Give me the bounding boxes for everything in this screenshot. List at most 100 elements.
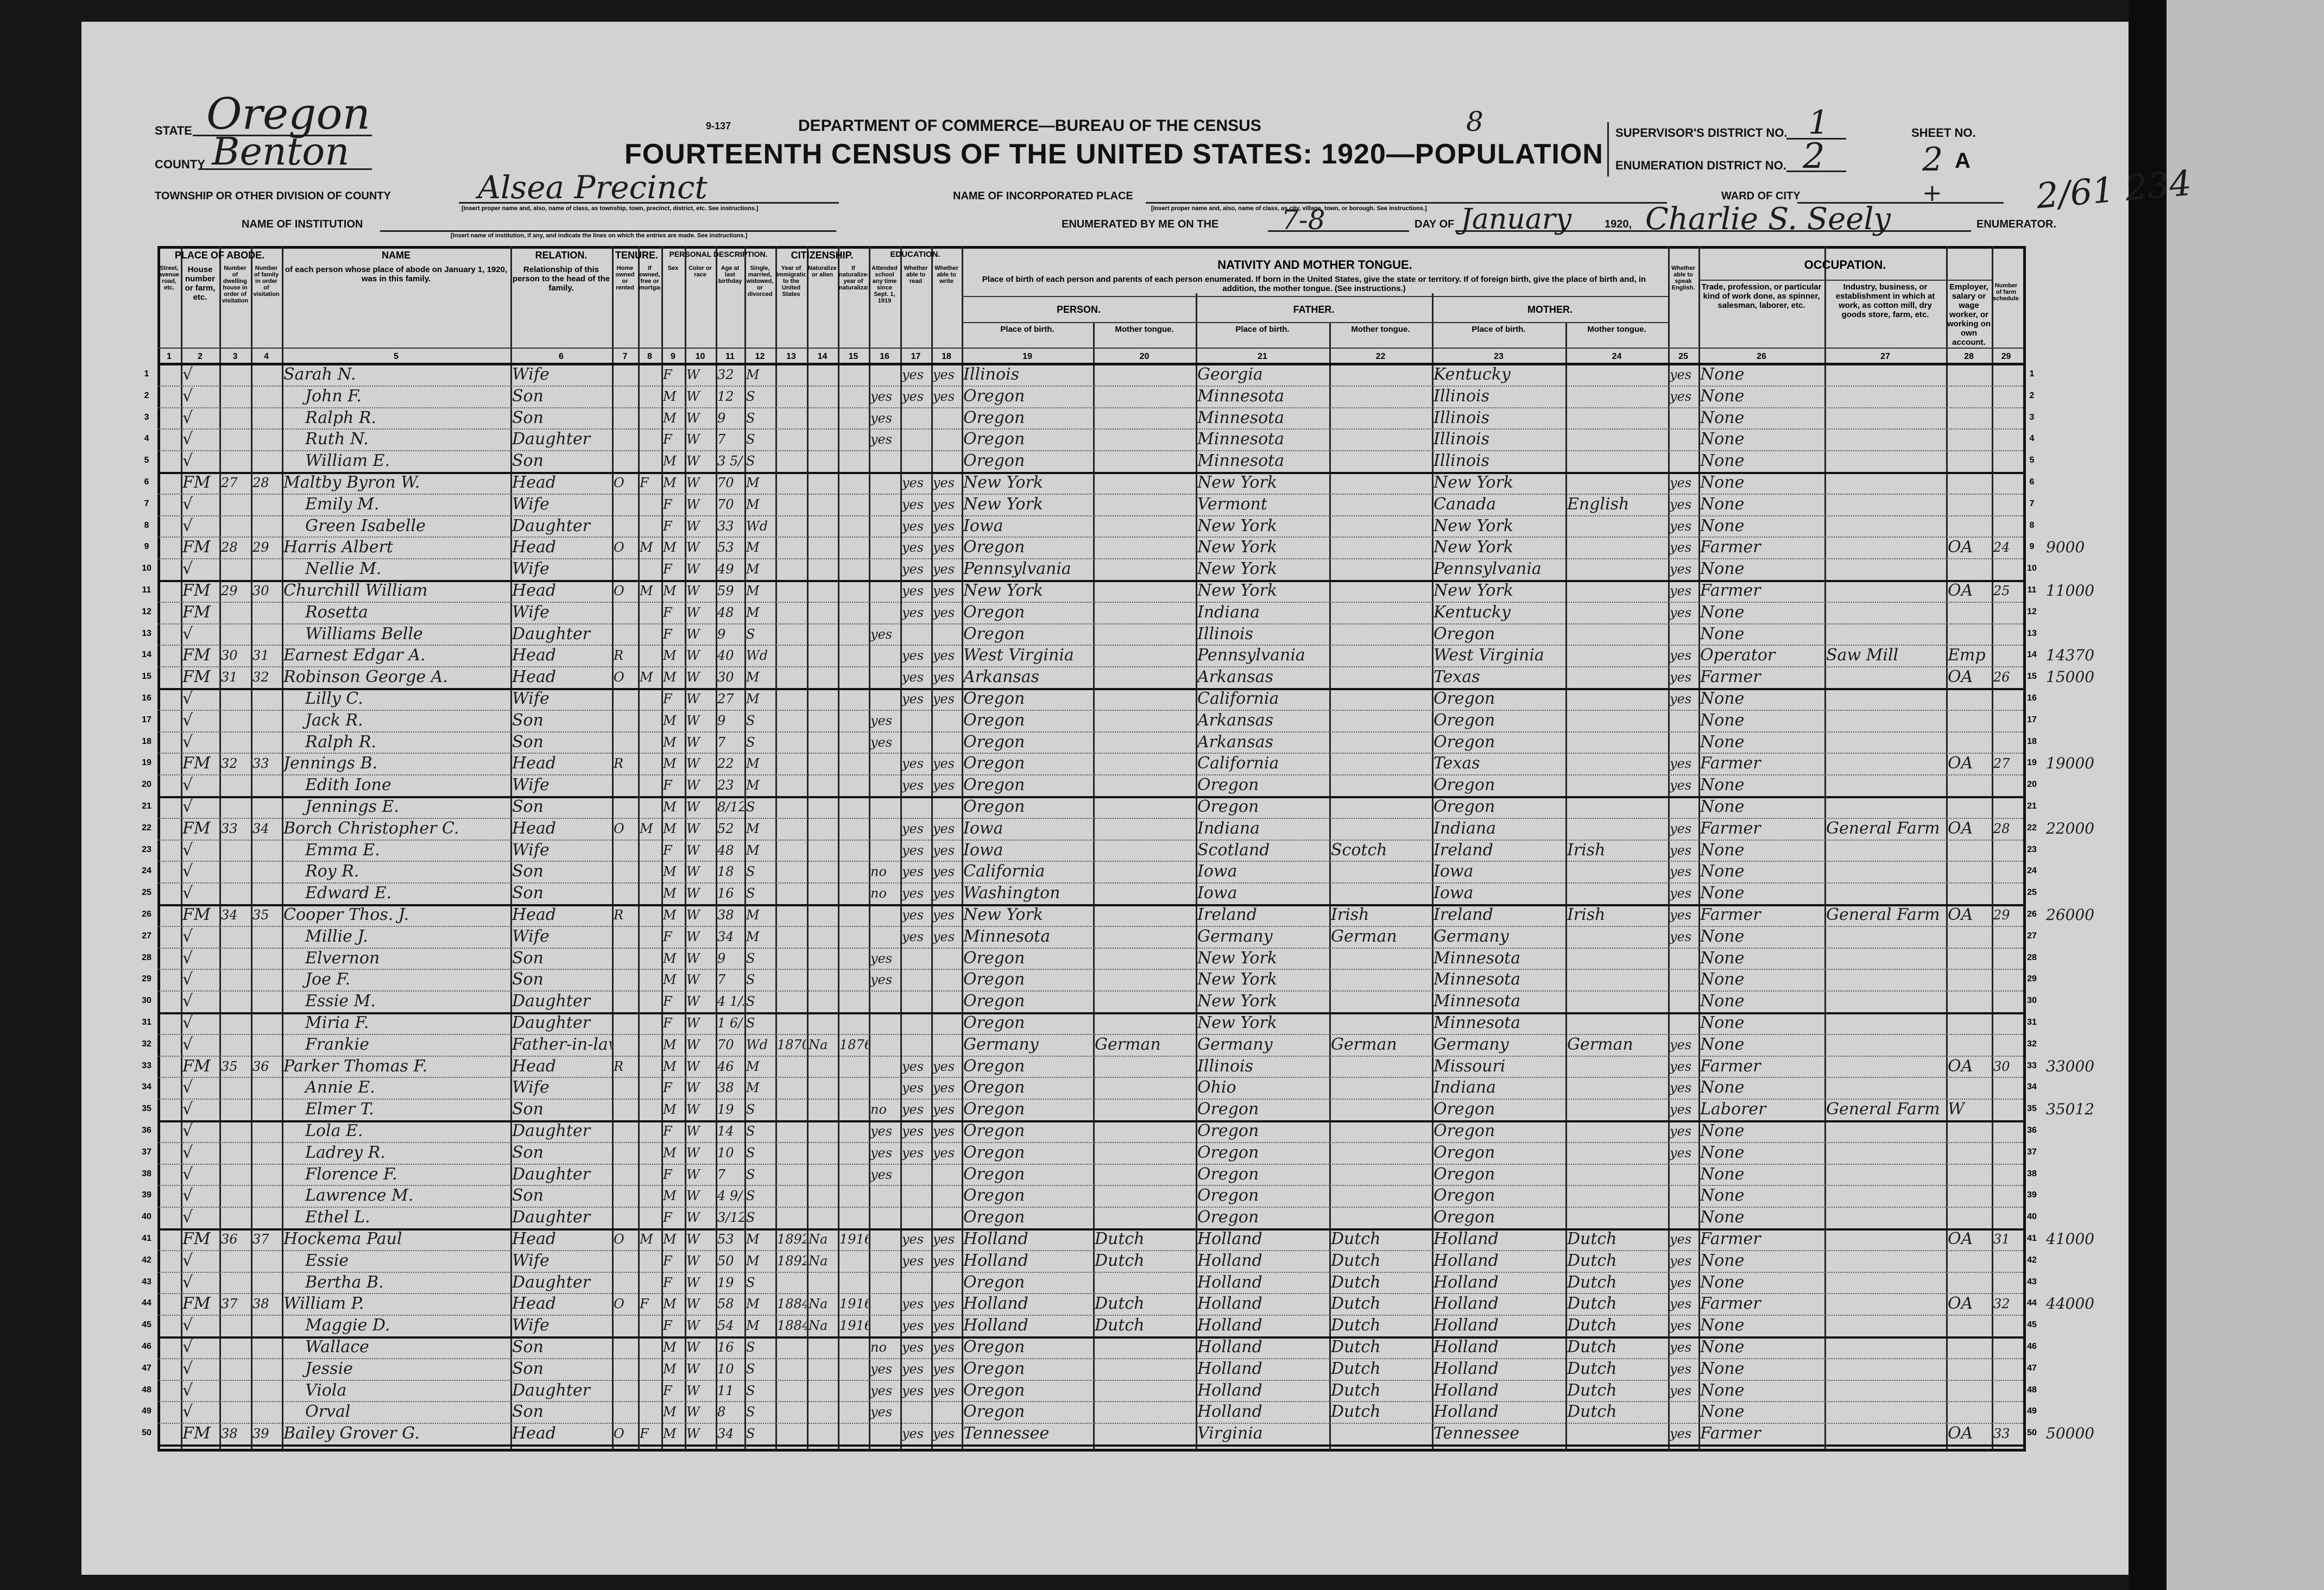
line-number-right: 48 [2027, 1385, 2037, 1395]
row-rule [157, 428, 2023, 430]
row-32-col-15: 1876 [839, 1037, 868, 1052]
row-7-col-10: W [686, 496, 700, 512]
row-36-col-17: yes [902, 1124, 924, 1139]
row-26-col-6: Head [512, 905, 557, 924]
row-40-col-2: √ [182, 1208, 193, 1227]
line-number-right: 28 [2027, 952, 2037, 962]
margin-code: 35012 [2046, 1100, 2095, 1119]
row-40-col-26: None [1700, 1208, 1745, 1227]
row-rule [157, 709, 2023, 711]
row-rule [157, 1315, 2023, 1316]
row-16-col-12: M [746, 691, 760, 706]
column-header: Home owned or rented [615, 265, 635, 291]
row-29-col-5: Joe F. [305, 970, 351, 989]
row-24-col-6: Son [512, 862, 544, 881]
row-44-col-8: F [640, 1296, 649, 1312]
line-number-right: 11 [2027, 585, 2037, 595]
row-50-col-12: S [746, 1426, 755, 1442]
row-48-col-11: 11 [717, 1383, 734, 1398]
row-47-col-2: √ [182, 1359, 193, 1378]
row-11-col-29: 25 [1993, 583, 2010, 598]
row-26-col-9: M [663, 907, 677, 923]
row-29-col-23: Minnesota [1433, 970, 1521, 989]
line-number-right: 14 [2027, 650, 2037, 660]
margin-code: 19000 [2046, 754, 2095, 773]
row-15-col-8: M [640, 670, 653, 685]
row-rule [157, 969, 2023, 970]
row-31-col-5: Miria F. [305, 1013, 369, 1032]
row-46-col-9: M [663, 1340, 677, 1355]
row-13-col-5: Williams Belle [305, 624, 423, 643]
line-number-left: 4 [144, 434, 149, 444]
row-11-col-21: New York [1197, 581, 1277, 600]
row-33-col-29: 30 [1993, 1058, 2010, 1074]
row-19-col-29: 27 [1993, 756, 2010, 772]
row-44-col-2: FM [182, 1294, 211, 1314]
row-29-col-21: New York [1197, 970, 1277, 989]
row-47-col-19: Oregon [963, 1359, 1025, 1378]
row-3-col-19: Oregon [963, 408, 1025, 427]
row-7-col-21: Vermont [1197, 494, 1267, 514]
row-5-col-12: S [746, 453, 755, 469]
line-number-right: 23 [2027, 844, 2037, 854]
row-4-col-23: Illinois [1433, 430, 1490, 449]
row-35-col-27: General Farm [1826, 1100, 1940, 1119]
township-label: TOWNSHIP OR OTHER DIVISION OF COUNTY [155, 190, 391, 202]
group-place-of-abode: PLACE OF ABODE. [174, 250, 265, 261]
row-6-col-10: W [686, 475, 700, 490]
row-rule [157, 688, 2023, 690]
row-41-col-20: Dutch [1095, 1229, 1145, 1248]
row-17-col-2: √ [182, 710, 193, 730]
row-27-col-19: Minnesota [963, 926, 1051, 946]
group-citizenship: CITIZENSHIP. [791, 250, 854, 261]
row-37-col-17: yes [902, 1145, 924, 1160]
row-11-col-23: New York [1433, 581, 1513, 600]
row-2-col-5: John F. [305, 386, 362, 406]
form-number: 9-137 [706, 121, 731, 131]
row-29-col-19: Oregon [963, 970, 1025, 989]
row-10-col-17: yes [902, 561, 924, 577]
line-number-left: 3 [144, 412, 149, 422]
row-35-col-21: Oregon [1197, 1100, 1259, 1119]
column-number: 27 [1880, 352, 1890, 361]
row-2-col-26: None [1700, 386, 1745, 406]
column-divider [1432, 293, 1433, 1449]
row-45-col-22: Dutch [1331, 1316, 1381, 1335]
enumerated-label: ENUMERATED BY ME ON THE [1062, 218, 1219, 230]
department-heading: DEPARTMENT OF COMMERCE—BUREAU OF THE CEN… [798, 117, 1261, 135]
row-48-col-22: Dutch [1331, 1380, 1381, 1400]
line-number-left: 23 [142, 844, 151, 854]
column-divider [931, 246, 933, 1449]
row-9-col-17: yes [902, 540, 924, 556]
row-34-col-19: Oregon [963, 1078, 1025, 1097]
row-44-col-7: O [614, 1296, 624, 1312]
row-34-col-11: 38 [717, 1080, 734, 1096]
row-46-col-21: Holland [1197, 1337, 1262, 1356]
header-divider [962, 296, 1668, 297]
row-50-col-19: Tennessee [963, 1424, 1050, 1443]
row-45-col-9: F [663, 1318, 672, 1334]
row-25-col-18: yes [933, 886, 955, 901]
row-9-col-3: 28 [221, 540, 238, 556]
column-divider [869, 246, 870, 1449]
row-rule [157, 1444, 2023, 1447]
row-17-col-10: W [686, 712, 700, 728]
row-50-col-23: Tennessee [1433, 1424, 1520, 1443]
line-number-left: 33 [142, 1061, 151, 1070]
row-rule [157, 1120, 2023, 1122]
row-9-col-25: yes [1670, 540, 1692, 556]
row-5-col-26: None [1700, 451, 1745, 471]
row-38-col-5: Florence F. [305, 1164, 397, 1184]
column-divider [716, 246, 717, 1449]
column-number: 11 [725, 352, 735, 361]
row-rule [157, 1228, 2023, 1231]
column-number: 20 [1139, 352, 1150, 361]
line-number-left: 9 [144, 542, 149, 552]
column-number: 24 [1612, 352, 1622, 361]
row-20-col-2: √ [182, 775, 193, 795]
group-tenure: TENURE. [615, 250, 658, 261]
row-15-col-4: 32 [252, 670, 269, 685]
nativity-instructions: Place of birth of each person and parent… [982, 275, 1646, 293]
row-47-col-21: Holland [1197, 1359, 1262, 1378]
row-46-col-6: Son [512, 1337, 544, 1356]
